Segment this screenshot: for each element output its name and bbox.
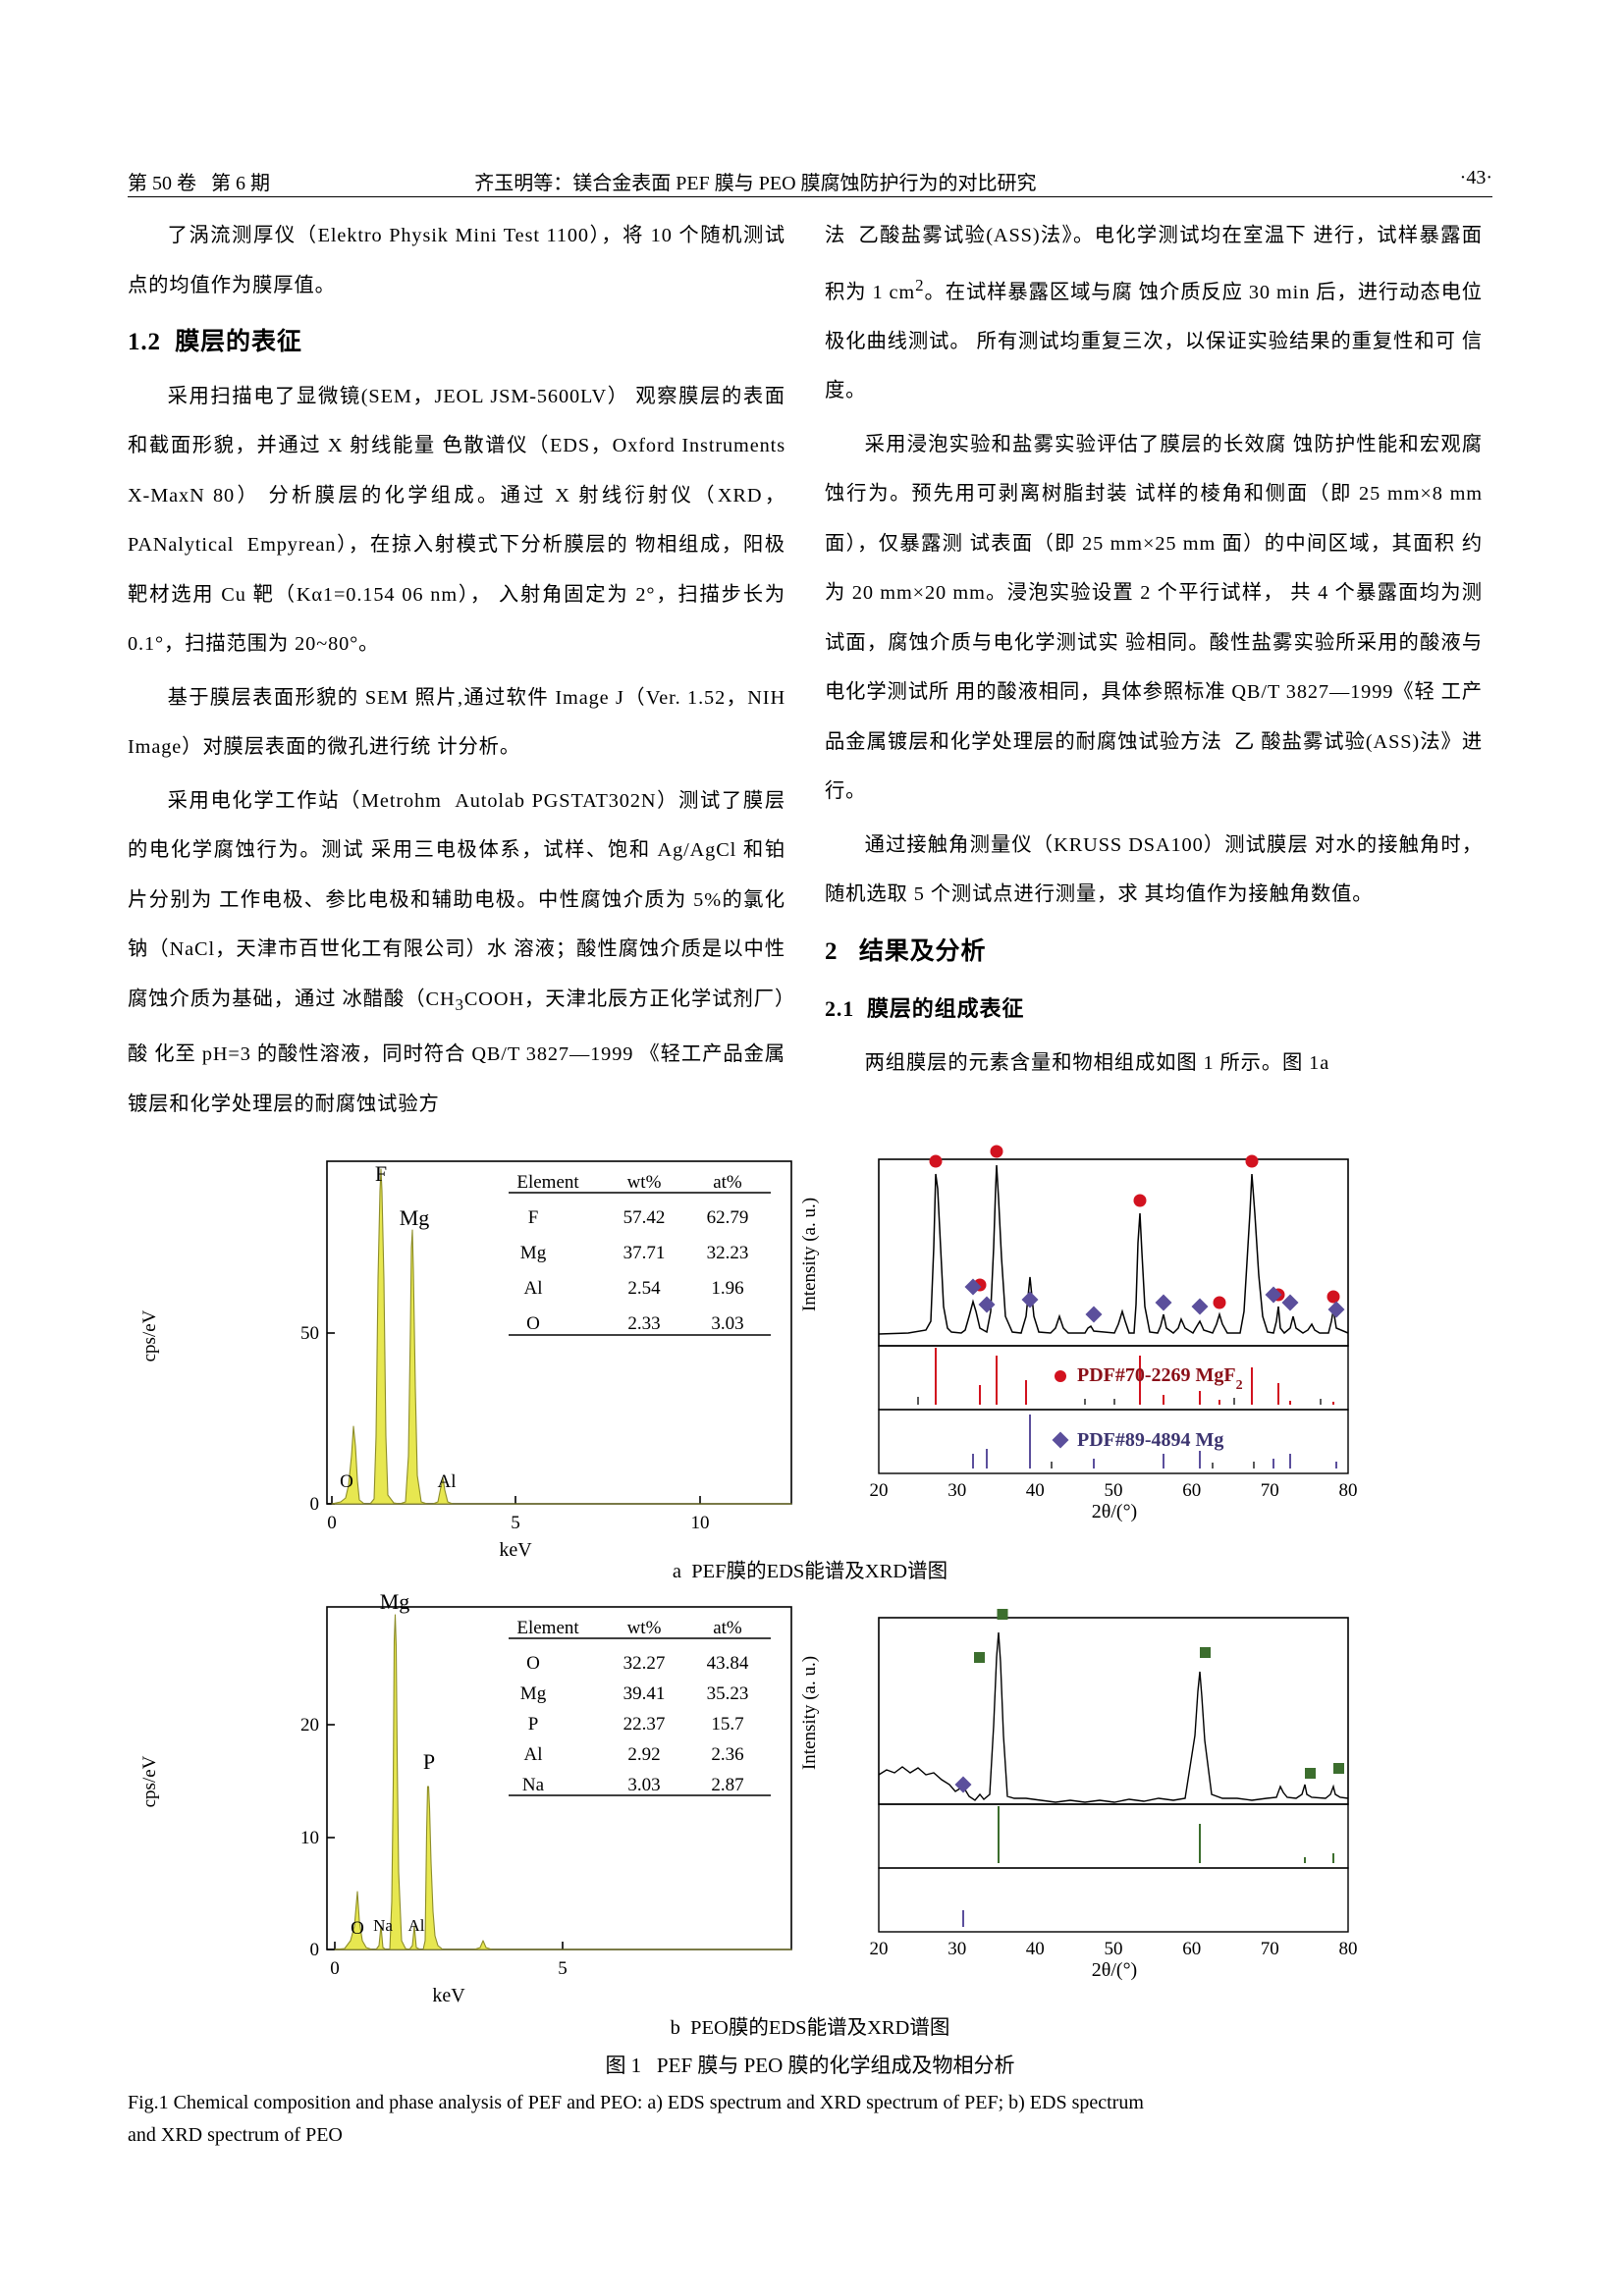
- svg-text:43.84: 43.84: [707, 1653, 749, 1674]
- svg-text:57.42: 57.42: [623, 1207, 666, 1228]
- svg-text:0: 0: [310, 1940, 320, 1960]
- svg-text:cps/eV: cps/eV: [139, 1309, 160, 1362]
- svg-text:Al: Al: [524, 1278, 543, 1299]
- svg-text:37.71: 37.71: [623, 1243, 666, 1263]
- svg-text:F: F: [375, 1161, 387, 1186]
- svg-text:Mg: Mg: [400, 1205, 430, 1230]
- svg-text:Mg: Mg: [380, 1589, 410, 1614]
- svg-text:PDF#70-2269 MgF2: PDF#70-2269 MgF2: [1077, 1364, 1243, 1393]
- svg-text:2.87: 2.87: [711, 1775, 743, 1795]
- svg-text:32.23: 32.23: [707, 1243, 749, 1263]
- svg-text:30: 30: [947, 1480, 966, 1501]
- svg-text:wt%: wt%: [627, 1172, 662, 1193]
- svg-text:39.41: 39.41: [623, 1683, 666, 1704]
- svg-text:40: 40: [1026, 1939, 1045, 1959]
- svg-text:0: 0: [310, 1494, 320, 1515]
- svg-text:5: 5: [511, 1513, 520, 1533]
- svg-text:2.54: 2.54: [627, 1278, 661, 1299]
- svg-text:Mg: Mg: [520, 1683, 547, 1704]
- svg-text:Na: Na: [522, 1775, 545, 1795]
- svg-text:10: 10: [300, 1828, 319, 1848]
- svg-text:Al: Al: [408, 1916, 425, 1935]
- svg-text:80: 80: [1339, 1480, 1358, 1501]
- svg-text:O: O: [340, 1471, 353, 1492]
- svg-text:10: 10: [691, 1513, 710, 1533]
- svg-text:0: 0: [327, 1513, 337, 1533]
- svg-text:Element: Element: [516, 1618, 579, 1638]
- svg-text:70: 70: [1261, 1939, 1279, 1959]
- svg-text:2θ/(°): 2θ/(°): [1092, 1501, 1137, 1522]
- svg-text:at%: at%: [713, 1618, 742, 1638]
- svg-text:cps/eV: cps/eV: [139, 1755, 160, 1807]
- svg-text:2.92: 2.92: [627, 1744, 660, 1765]
- svg-text:0: 0: [330, 1958, 340, 1979]
- svg-text:50: 50: [1105, 1939, 1123, 1959]
- svg-text:35.23: 35.23: [707, 1683, 749, 1704]
- svg-text:60: 60: [1182, 1480, 1201, 1501]
- svg-text:wt%: wt%: [627, 1618, 662, 1638]
- svg-text:O: O: [526, 1313, 540, 1334]
- svg-text:30: 30: [947, 1939, 966, 1959]
- svg-text:22.37: 22.37: [623, 1714, 666, 1735]
- svg-text:70: 70: [1261, 1480, 1279, 1501]
- svg-text:Intensity (a. u.): Intensity (a. u.): [799, 1656, 820, 1770]
- svg-text:2.36: 2.36: [711, 1744, 743, 1765]
- svg-text:F: F: [528, 1207, 539, 1228]
- svg-text:1.96: 1.96: [711, 1278, 743, 1299]
- svg-text:keV: keV: [432, 1985, 465, 2006]
- svg-text:15.7: 15.7: [711, 1714, 743, 1735]
- svg-text:40: 40: [1026, 1480, 1045, 1501]
- svg-text:2.33: 2.33: [627, 1313, 660, 1334]
- svg-text:Mg: Mg: [520, 1243, 547, 1263]
- svg-text:P: P: [528, 1714, 539, 1735]
- svg-text:50: 50: [300, 1323, 319, 1344]
- svg-text:62.79: 62.79: [707, 1207, 749, 1228]
- svg-text:2θ/(°): 2θ/(°): [1092, 1959, 1137, 1981]
- svg-text:Element: Element: [516, 1172, 579, 1193]
- svg-text:3.03: 3.03: [627, 1775, 660, 1795]
- svg-text:50: 50: [1105, 1480, 1123, 1501]
- svg-text:Al: Al: [524, 1744, 543, 1765]
- svg-text:O: O: [351, 1918, 364, 1939]
- svg-text:P: P: [423, 1749, 435, 1774]
- svg-text:O: O: [526, 1653, 540, 1674]
- svg-text:60: 60: [1182, 1939, 1201, 1959]
- svg-text:Al: Al: [438, 1471, 457, 1492]
- svg-text:5: 5: [558, 1958, 568, 1979]
- svg-text:32.27: 32.27: [623, 1653, 666, 1674]
- svg-text:20: 20: [870, 1939, 889, 1959]
- svg-text:80: 80: [1339, 1939, 1358, 1959]
- svg-text:3.03: 3.03: [711, 1313, 743, 1334]
- svg-text:PDF#89-4894 Mg: PDF#89-4894 Mg: [1077, 1429, 1223, 1451]
- svg-text:at%: at%: [713, 1172, 742, 1193]
- svg-text:Intensity (a. u.): Intensity (a. u.): [799, 1198, 820, 1311]
- svg-text:20: 20: [870, 1480, 889, 1501]
- svg-text:Na: Na: [373, 1916, 393, 1935]
- svg-text:20: 20: [300, 1715, 319, 1735]
